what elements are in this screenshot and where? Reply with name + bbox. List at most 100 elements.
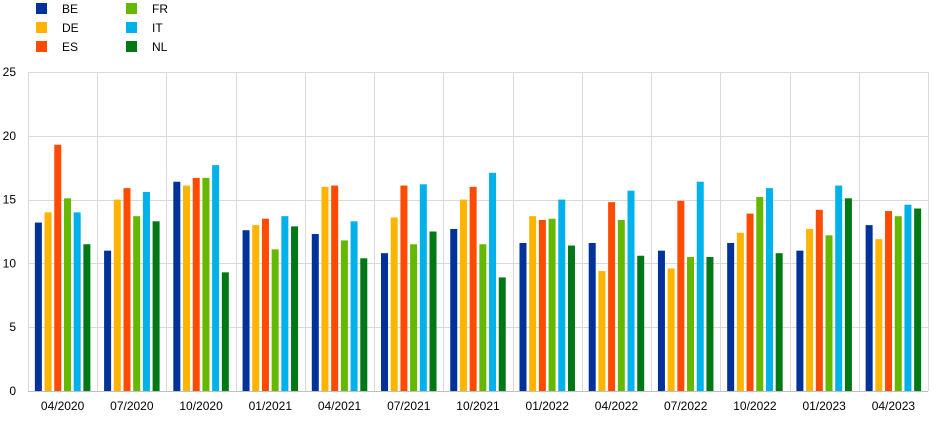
bar-nl-01-2023 xyxy=(844,198,852,391)
x-tick-label: 01/2021 xyxy=(249,399,293,413)
bar-be-10-2022 xyxy=(727,242,735,391)
bar-nl-10-2021 xyxy=(498,277,506,391)
bar-de-07-2020 xyxy=(113,199,121,391)
bar-es-01-2022 xyxy=(538,220,546,391)
bar-fr-04-2020 xyxy=(63,198,71,391)
bar-de-10-2021 xyxy=(459,199,467,391)
x-tick-label: 04/2021 xyxy=(318,399,362,413)
x-tick-label: 10/2021 xyxy=(456,399,500,413)
bar-nl-07-2020 xyxy=(152,221,160,391)
y-axis-tick-labels: 0 5 10 15 20 25 xyxy=(3,65,17,398)
bar-be-07-2020 xyxy=(104,250,112,391)
legend-label-nl: NL xyxy=(152,40,168,54)
bar-be-04-2023 xyxy=(865,225,873,391)
bar-de-04-2021 xyxy=(321,186,329,391)
bar-de-10-2020 xyxy=(183,185,191,391)
bar-fr-01-2023 xyxy=(825,235,833,391)
bars xyxy=(34,144,922,391)
x-tick-label: 07/2022 xyxy=(664,399,708,413)
y-tick-label: 5 xyxy=(9,320,16,334)
bar-fr-10-2021 xyxy=(479,244,487,391)
legend-swatch-de xyxy=(36,22,47,33)
bar-nl-04-2022 xyxy=(637,255,645,391)
x-tick-label: 04/2023 xyxy=(872,399,916,413)
bar-es-01-2021 xyxy=(261,218,269,391)
bar-it-04-2021 xyxy=(350,221,358,391)
bar-it-07-2021 xyxy=(419,184,427,391)
bar-nl-01-2022 xyxy=(567,245,575,391)
x-tick-label: 04/2020 xyxy=(41,399,85,413)
bar-fr-07-2021 xyxy=(410,244,418,391)
bar-be-07-2021 xyxy=(381,253,389,391)
x-tick-label: 07/2021 xyxy=(387,399,431,413)
bar-nl-10-2020 xyxy=(221,272,229,391)
bar-fr-07-2022 xyxy=(687,257,695,391)
bar-nl-04-2023 xyxy=(914,208,922,391)
legend-label-fr: FR xyxy=(152,2,168,16)
bar-de-10-2022 xyxy=(736,232,744,391)
legend-swatch-nl xyxy=(126,41,137,52)
bar-de-04-2022 xyxy=(598,271,606,391)
y-tick-label: 10 xyxy=(3,256,17,270)
x-tick-label: 10/2022 xyxy=(733,399,777,413)
bar-nl-04-2021 xyxy=(360,258,368,391)
bar-it-07-2022 xyxy=(696,181,704,391)
bar-be-01-2022 xyxy=(519,242,527,391)
legend-swatch-es xyxy=(36,41,47,52)
legend-label-it: IT xyxy=(152,21,163,35)
bar-de-01-2022 xyxy=(529,216,537,391)
bar-be-10-2021 xyxy=(450,228,458,391)
y-tick-label: 20 xyxy=(3,129,17,143)
bar-be-07-2022 xyxy=(657,250,665,391)
bar-es-10-2021 xyxy=(469,186,477,391)
bar-fr-04-2023 xyxy=(894,216,902,391)
bar-fr-04-2022 xyxy=(617,220,625,391)
bar-be-10-2020 xyxy=(173,181,181,391)
bar-fr-10-2022 xyxy=(756,197,764,391)
bar-it-10-2022 xyxy=(765,188,773,391)
bar-nl-07-2021 xyxy=(429,231,437,391)
bar-es-07-2022 xyxy=(677,200,685,391)
bar-es-07-2021 xyxy=(400,185,408,391)
bar-fr-04-2021 xyxy=(340,240,348,391)
legend: BE DE ES FR IT NL xyxy=(36,2,168,54)
x-tick-label: 07/2020 xyxy=(110,399,154,413)
legend-swatch-it xyxy=(126,22,137,33)
bar-fr-07-2020 xyxy=(133,216,141,391)
bar-it-01-2023 xyxy=(835,185,843,391)
bar-es-04-2022 xyxy=(608,202,616,391)
bar-de-01-2023 xyxy=(806,228,814,391)
bar-fr-01-2021 xyxy=(271,249,279,391)
legend-label-be: BE xyxy=(62,2,78,16)
x-axis-tick-labels: 04/2020 07/2020 10/2020 01/2021 04/2021 07/20… xyxy=(41,399,915,413)
bar-it-01-2021 xyxy=(281,216,289,391)
bar-es-04-2023 xyxy=(885,211,893,391)
x-tick-label: 01/2023 xyxy=(802,399,846,413)
bar-be-04-2021 xyxy=(311,234,319,391)
x-tick-label: 10/2020 xyxy=(179,399,223,413)
bar-es-01-2023 xyxy=(815,209,823,391)
x-tick-label: 01/2022 xyxy=(526,399,570,413)
bar-nl-10-2022 xyxy=(775,253,783,391)
bar-de-07-2021 xyxy=(390,217,398,391)
bar-be-01-2023 xyxy=(796,250,804,391)
bar-it-01-2022 xyxy=(558,199,566,391)
bar-it-04-2023 xyxy=(904,204,912,391)
bar-it-04-2020 xyxy=(73,212,81,391)
bar-es-04-2020 xyxy=(54,144,62,391)
legend-label-de: DE xyxy=(62,21,79,35)
bar-de-01-2021 xyxy=(252,225,260,391)
grid-lines xyxy=(28,72,929,392)
bar-nl-01-2021 xyxy=(291,226,299,391)
bar-es-07-2020 xyxy=(123,188,131,391)
legend-label-es: ES xyxy=(62,40,78,54)
y-tick-label: 0 xyxy=(9,384,16,398)
bar-be-01-2021 xyxy=(242,230,250,391)
bar-es-10-2022 xyxy=(746,213,754,391)
bar-it-10-2020 xyxy=(212,165,220,391)
bar-be-04-2020 xyxy=(34,222,42,391)
y-tick-label: 25 xyxy=(3,65,17,79)
bar-be-04-2022 xyxy=(588,242,596,391)
bar-de-04-2023 xyxy=(875,239,883,391)
